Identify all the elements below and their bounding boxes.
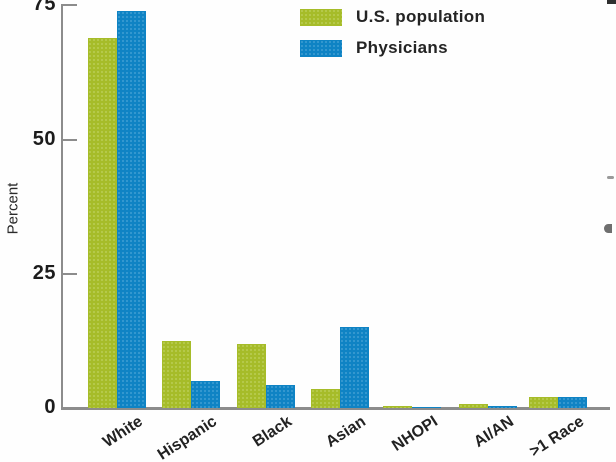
legend-label-physicians: Physicians (356, 38, 448, 57)
bar-u-s-population--1-race (529, 397, 558, 408)
x-label-hispanic: Hispanic (155, 413, 221, 462)
bar-physicians-white (117, 11, 146, 408)
y-tick-mark-50 (62, 138, 77, 141)
bar-physicians-hispanic (191, 381, 220, 408)
y-tick-label-50: 50 (32, 127, 56, 150)
bar-u-s-population-nhopi (383, 406, 412, 408)
bar-physicians-nhopi (412, 407, 441, 408)
x-label-white: White (100, 413, 147, 451)
y-tick-label-25: 25 (32, 261, 56, 284)
edge-artifact-top-right (607, 0, 616, 4)
x-label-ai-an: AI/AN (471, 413, 518, 451)
bar-u-s-population-white (88, 38, 117, 408)
bar-physicians-asian (340, 327, 369, 408)
x-label-asian: Asian (323, 413, 370, 451)
physicians-swatch (300, 39, 342, 57)
bar-u-s-population-black (237, 344, 266, 408)
y-axis-line (61, 4, 63, 408)
legend-label-us-population: U.S. population (356, 7, 486, 26)
edge-artifact-right-glyph (604, 224, 612, 233)
bar-u-s-population-ai-an (459, 404, 488, 408)
us-population-swatch (300, 8, 342, 26)
bar-physicians--1-race (558, 397, 587, 408)
x-axis-line (61, 407, 610, 410)
y-tick-label-0: 0 (44, 396, 56, 419)
bar-u-s-population-asian (311, 389, 340, 408)
bar-physicians-black (266, 385, 295, 408)
y-tick-mark-75 (62, 4, 77, 7)
x-label-black: Black (250, 413, 296, 451)
legend-row-us-population: U.S. population (300, 7, 485, 27)
bar-u-s-population-hispanic (162, 341, 191, 408)
y-tick-mark-25 (62, 272, 77, 275)
legend: U.S. population Physicians (300, 7, 485, 58)
legend-row-physicians: Physicians (300, 38, 485, 58)
x-label-nhopi: NHOPI (389, 413, 442, 455)
bar-physicians-ai-an (488, 406, 517, 408)
y-axis-title: Percent (4, 182, 22, 235)
edge-artifact-right-dash (607, 176, 614, 179)
y-tick-label-75: 75 (32, 0, 56, 16)
x-label--1-race: >1 Race (526, 413, 588, 461)
